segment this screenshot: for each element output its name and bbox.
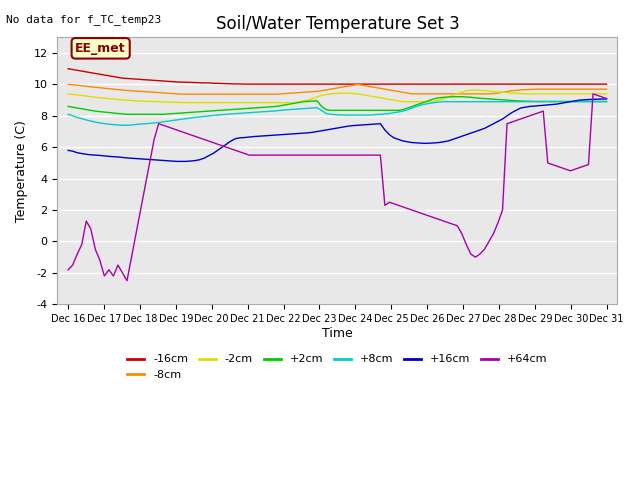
+2cm — [440, 95, 447, 100]
-8cm — [182, 91, 189, 97]
+2cm — [367, 108, 375, 113]
+16cm — [182, 158, 189, 164]
-2cm — [603, 91, 611, 97]
+64cm — [123, 278, 131, 284]
+64cm — [603, 96, 611, 101]
-2cm — [177, 100, 185, 106]
+8cm — [499, 99, 506, 105]
+16cm — [367, 121, 375, 127]
+64cm — [594, 93, 602, 98]
Y-axis label: Temperature (C): Temperature (C) — [15, 120, 28, 222]
+8cm — [367, 112, 375, 118]
-16cm — [209, 80, 217, 86]
+2cm — [603, 98, 611, 104]
-8cm — [214, 91, 221, 97]
+16cm — [440, 139, 447, 144]
+8cm — [214, 112, 221, 118]
-2cm — [594, 91, 602, 97]
-8cm — [440, 91, 447, 97]
+64cm — [367, 152, 375, 158]
+8cm — [182, 116, 189, 121]
+2cm — [449, 94, 456, 99]
-16cm — [603, 81, 611, 87]
-2cm — [499, 89, 506, 95]
+16cm — [214, 147, 221, 153]
-2cm — [65, 91, 72, 97]
Line: -8cm: -8cm — [68, 84, 607, 94]
+16cm — [589, 96, 597, 102]
-16cm — [494, 81, 502, 87]
+8cm — [118, 122, 126, 128]
+2cm — [214, 108, 221, 113]
+64cm — [589, 91, 597, 97]
-2cm — [214, 100, 221, 106]
-8cm — [367, 84, 375, 90]
+2cm — [65, 104, 72, 109]
Legend: -16cm, -8cm, -2cm, +2cm, +8cm, +16cm, +64cm: -16cm, -8cm, -2cm, +2cm, +8cm, +16cm, +6… — [123, 350, 552, 384]
+64cm — [440, 218, 447, 224]
Line: +8cm: +8cm — [68, 102, 607, 125]
-16cm — [589, 81, 597, 87]
-2cm — [440, 96, 447, 101]
+64cm — [65, 267, 72, 273]
Title: Soil/Water Temperature Set 3: Soil/Water Temperature Set 3 — [216, 15, 460, 33]
Line: +64cm: +64cm — [68, 94, 607, 281]
+64cm — [494, 220, 502, 226]
-8cm — [65, 82, 72, 87]
-16cm — [65, 66, 72, 72]
Line: +16cm: +16cm — [68, 99, 607, 161]
-8cm — [494, 90, 502, 96]
+16cm — [65, 147, 72, 153]
+16cm — [494, 119, 502, 124]
X-axis label: Time: Time — [322, 327, 353, 340]
-16cm — [440, 81, 447, 87]
-8cm — [177, 91, 185, 97]
+64cm — [214, 141, 221, 147]
-2cm — [367, 93, 375, 99]
+2cm — [594, 98, 602, 104]
Line: -16cm: -16cm — [68, 69, 607, 84]
+8cm — [440, 99, 447, 105]
-2cm — [472, 87, 479, 93]
+8cm — [594, 99, 602, 105]
Text: EE_met: EE_met — [76, 42, 126, 55]
-8cm — [589, 86, 597, 92]
Line: +2cm: +2cm — [68, 96, 607, 114]
+2cm — [182, 110, 189, 116]
+8cm — [444, 99, 452, 105]
+64cm — [182, 130, 189, 136]
+2cm — [499, 97, 506, 103]
Line: -2cm: -2cm — [68, 90, 607, 103]
-8cm — [603, 86, 611, 92]
+16cm — [173, 158, 180, 164]
-2cm — [182, 100, 189, 106]
Text: No data for f_TC_temp23: No data for f_TC_temp23 — [6, 14, 162, 25]
-16cm — [177, 79, 185, 85]
-16cm — [241, 81, 248, 87]
+16cm — [603, 96, 611, 102]
+2cm — [123, 111, 131, 117]
+8cm — [65, 111, 72, 117]
-16cm — [367, 81, 375, 87]
+8cm — [603, 99, 611, 105]
